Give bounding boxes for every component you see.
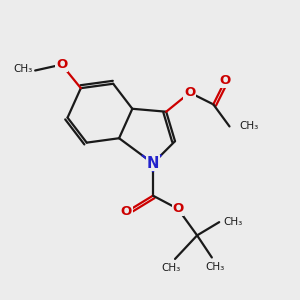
Text: O: O — [220, 74, 231, 87]
Text: O: O — [56, 58, 67, 71]
Text: CH₃: CH₃ — [224, 217, 243, 227]
Text: CH₃: CH₃ — [240, 122, 259, 131]
Text: O: O — [121, 205, 132, 218]
Text: CH₃: CH₃ — [205, 262, 224, 272]
Text: O: O — [184, 86, 195, 99]
Text: CH₃: CH₃ — [13, 64, 32, 74]
Text: CH₃: CH₃ — [161, 263, 180, 273]
Text: N: N — [147, 156, 159, 171]
Text: O: O — [172, 202, 184, 215]
